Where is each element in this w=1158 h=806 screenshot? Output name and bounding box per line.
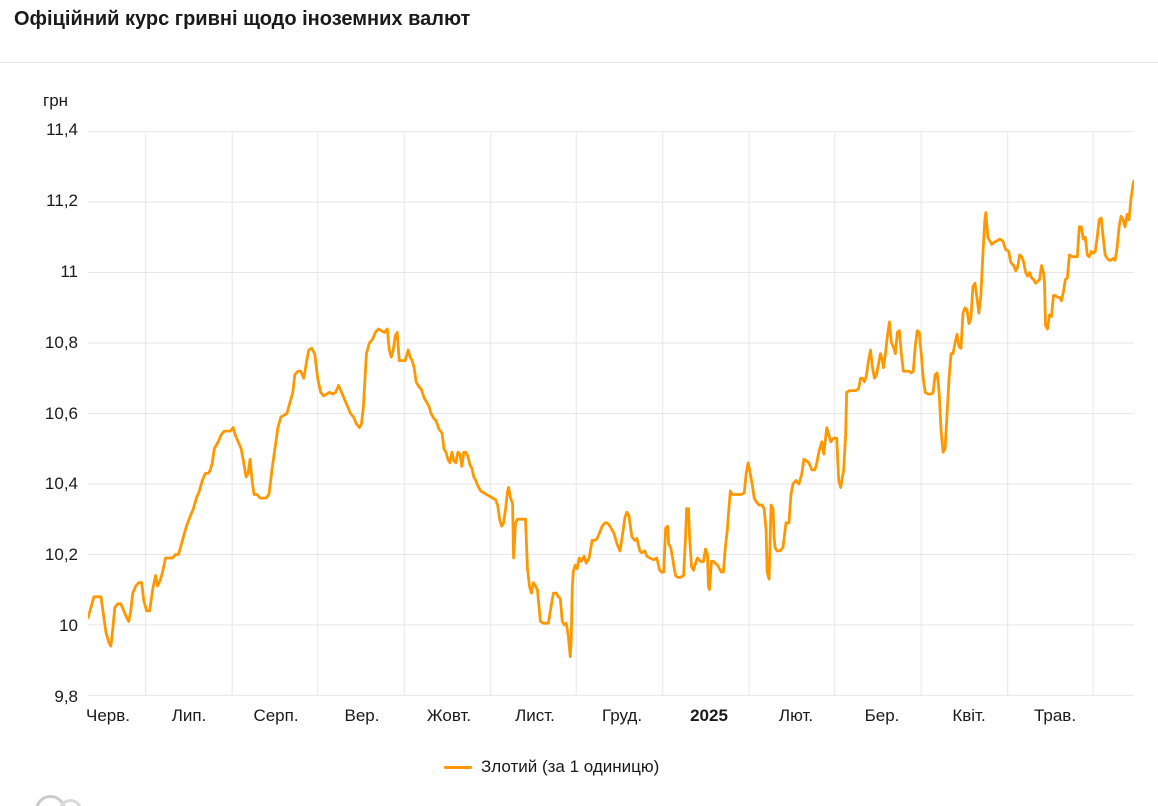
title-divider [0,62,1158,63]
page-title: Офіційний курс гривні щодо іноземних вал… [14,8,471,30]
y-axis-tick-label: 10 [59,616,78,636]
x-axis-tick-label: Лип. [171,706,207,725]
watermark-logo-partial [31,792,93,806]
series-line [88,179,1134,658]
y-axis-tick-label: 10,8 [44,332,78,352]
x-axis-tick-label: Квіт. [952,706,986,725]
legend-item[interactable]: Злотий (за 1 одиницю) [444,757,659,777]
y-axis-tick-label: 11,2 [46,190,78,210]
y-axis-tick-label: 11,4 [46,120,78,139]
x-axis-tick-label: Лют. [778,706,814,725]
x-axis-tick-label: Трав. [1033,706,1077,725]
legend-line-swatch [444,765,472,769]
x-axis-tick-label: Бер. [864,706,900,725]
y-axis-tick-label: 10,4 [44,474,78,494]
x-axis-tick-label: Серп. [253,706,299,725]
chart-svg [88,131,1134,696]
x-axis-tick-label: Груд. [601,706,643,725]
y-axis-tick-label: 10,2 [44,545,78,565]
y-axis-tick-label: 11 [60,261,78,281]
x-axis-tick-label: 2025 [690,706,728,725]
x-axis-tick-label: Жовт. [426,706,472,725]
x-axis-tick-label: Лист. [515,706,555,725]
x-axis-tick-label: Черв. [86,706,130,725]
y-axis-tick-label: 10,6 [44,403,78,423]
y-axis-unit-label: грн [43,91,69,110]
legend-label: Злотий (за 1 одиницю) [481,757,660,776]
y-axis-tick-label: 9,8 [54,687,78,706]
x-axis-tick-label: Вер. [344,706,380,725]
